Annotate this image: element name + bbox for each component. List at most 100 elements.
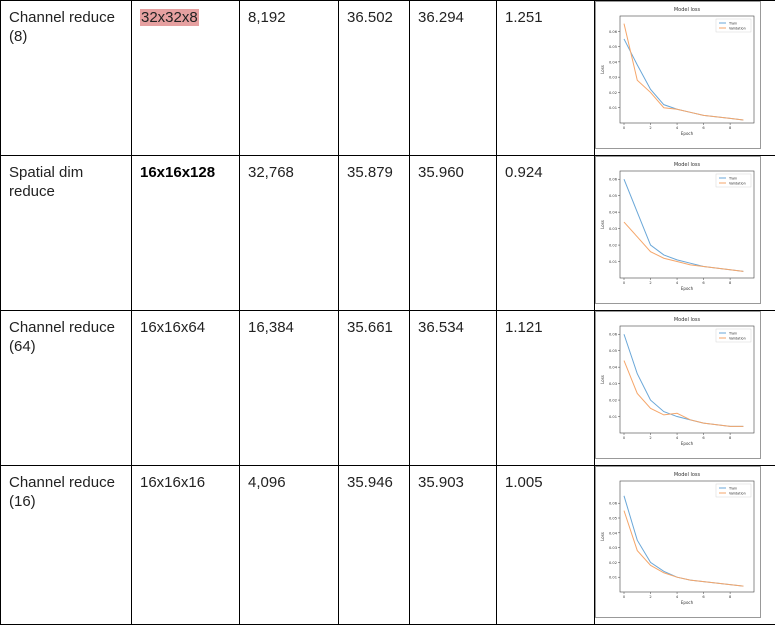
metric-2-value: 35.960 bbox=[418, 164, 464, 181]
legend-label: Train bbox=[728, 176, 737, 180]
x-tick-label: 4 bbox=[676, 126, 679, 130]
y-tick-label: 0.02 bbox=[609, 244, 617, 248]
y-tick-label: 0.05 bbox=[609, 194, 617, 198]
table-row: Channel reduce (64) 16x16x64 16,384 35.661 3… bbox=[1, 311, 775, 466]
y-tick-label: 0.06 bbox=[609, 178, 618, 182]
table-row: Channel reduce (16)16x16x16 4,096 35.946 35… bbox=[1, 466, 775, 625]
metric-1-value: 35.879 bbox=[347, 164, 393, 181]
x-tick-label: 4 bbox=[676, 436, 679, 440]
chart-title: Model loss bbox=[674, 7, 701, 13]
y-axis-label: Loss bbox=[600, 532, 605, 541]
method-label-cell: Channel reduce (16) bbox=[1, 466, 132, 625]
x-axis-label: Epoch bbox=[681, 286, 694, 291]
x-tick-label: 6 bbox=[702, 436, 705, 440]
x-tick-label: 6 bbox=[702, 126, 705, 130]
y-tick-label: 0.06 bbox=[609, 30, 618, 34]
y-tick-label: 0.03 bbox=[609, 546, 617, 550]
size-value: 16,384 bbox=[248, 319, 294, 336]
legend-label: Train bbox=[728, 331, 737, 335]
x-axis-label: Epoch bbox=[681, 131, 694, 136]
validation-series-line bbox=[624, 361, 743, 427]
shape-value-cell: 16x16x16 bbox=[132, 466, 240, 625]
metric-3-value-cell: 1.121 bbox=[497, 311, 595, 466]
shape-value: 16x16x128 bbox=[140, 164, 215, 181]
metric-1-value: 35.946 bbox=[347, 474, 393, 491]
shape-value-cell: 32x32x8 bbox=[132, 1, 240, 156]
size-value: 32,768 bbox=[248, 164, 294, 181]
y-tick-label: 0.03 bbox=[609, 227, 617, 231]
x-axis-label: Epoch bbox=[681, 600, 694, 605]
x-tick-label: 2 bbox=[649, 281, 651, 285]
metric-2-value: 36.534 bbox=[418, 319, 464, 336]
metric-3-value-cell: 0.924 bbox=[497, 156, 595, 311]
chart-title: Model loss bbox=[674, 162, 701, 168]
x-tick-label: 8 bbox=[729, 436, 732, 440]
y-tick-label: 0.03 bbox=[609, 76, 617, 80]
table-row: Spatial dim reduce 16x16x128 32,768 35.879 3… bbox=[1, 156, 775, 311]
x-tick-label: 2 bbox=[649, 126, 651, 130]
metric-2-value-cell: 35.903 bbox=[410, 466, 497, 625]
metric-1-value-cell: 35.879 bbox=[339, 156, 410, 311]
x-tick-label: 8 bbox=[729, 126, 732, 130]
x-tick-label: 8 bbox=[729, 281, 732, 285]
metric-3-value-cell: 1.005 bbox=[497, 466, 595, 625]
y-tick-label: 0.02 bbox=[609, 399, 617, 403]
y-tick-label: 0.04 bbox=[609, 211, 618, 215]
metric-1-value: 35.661 bbox=[347, 319, 393, 336]
y-tick-label: 0.06 bbox=[609, 502, 618, 506]
x-tick-label: 8 bbox=[729, 595, 732, 599]
y-tick-label: 0.04 bbox=[609, 366, 618, 370]
metric-1-value-cell: 36.502 bbox=[339, 1, 410, 156]
shape-value: 32x32x8 bbox=[140, 9, 199, 26]
size-value-cell: 4,096 bbox=[240, 466, 339, 625]
metric-3-value-cell: 1.251 bbox=[497, 1, 595, 156]
y-tick-label: 0.05 bbox=[609, 45, 617, 49]
y-tick-label: 0.01 bbox=[609, 415, 617, 419]
metric-2-value: 36.294 bbox=[418, 9, 464, 26]
x-tick-label: 0 bbox=[623, 436, 626, 440]
y-tick-label: 0.04 bbox=[609, 60, 618, 64]
legend-label: Train bbox=[728, 486, 737, 490]
shape-value: 16x16x64 bbox=[140, 319, 205, 336]
train-series-line bbox=[624, 39, 743, 120]
plot-area bbox=[620, 481, 754, 592]
legend-label: Validation bbox=[729, 491, 746, 495]
method-label-cell: Spatial dim reduce bbox=[1, 156, 132, 311]
size-value: 4,096 bbox=[248, 474, 286, 491]
x-tick-label: 6 bbox=[702, 595, 705, 599]
y-axis-label: Loss bbox=[600, 220, 605, 229]
train-series-line bbox=[624, 179, 743, 271]
train-series-line bbox=[624, 496, 743, 586]
x-tick-label: 4 bbox=[676, 281, 679, 285]
x-tick-label: 0 bbox=[623, 126, 626, 130]
method-label: Channel reduce (64) bbox=[9, 319, 115, 355]
metric-3-value: 1.005 bbox=[505, 474, 543, 491]
chart-title: Model loss bbox=[674, 317, 701, 323]
metric-1-value: 36.502 bbox=[347, 9, 393, 26]
validation-series-line bbox=[624, 222, 743, 271]
shape-value-cell: 16x16x64 bbox=[132, 311, 240, 466]
y-tick-label: 0.01 bbox=[609, 576, 617, 580]
x-tick-label: 6 bbox=[702, 281, 705, 285]
legend-label: Validation bbox=[729, 181, 746, 185]
y-tick-label: 0.01 bbox=[609, 106, 617, 110]
y-axis-label: Loss bbox=[600, 375, 605, 384]
validation-series-line bbox=[624, 24, 743, 120]
legend-label: Validation bbox=[729, 26, 746, 30]
x-tick-label: 4 bbox=[676, 595, 679, 599]
legend-label: Train bbox=[728, 21, 737, 25]
size-value: 8,192 bbox=[248, 9, 286, 26]
x-tick-label: 0 bbox=[623, 281, 626, 285]
metric-1-value-cell: 35.946 bbox=[339, 466, 410, 625]
size-value-cell: 16,384 bbox=[240, 311, 339, 466]
method-label-cell: Channel reduce (64) bbox=[1, 311, 132, 466]
